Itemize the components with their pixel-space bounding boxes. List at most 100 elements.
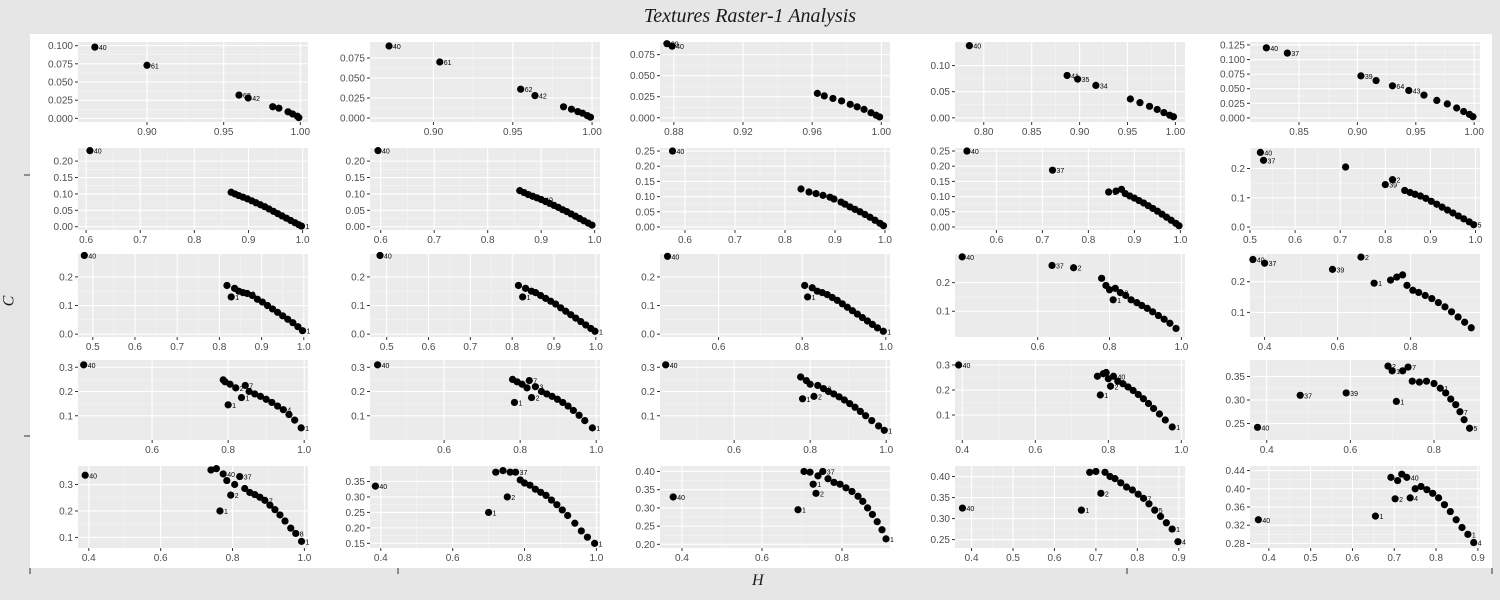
data-point <box>281 517 289 525</box>
point-label: 37 <box>520 470 528 477</box>
y-tick-label: 0.36 <box>1226 503 1246 514</box>
data-point <box>527 393 536 402</box>
data-point <box>586 113 595 121</box>
y-tick-label: 0.10 <box>931 61 951 72</box>
data-point <box>542 491 550 499</box>
y-tick-label: 0.025 <box>48 96 73 107</box>
data-point <box>840 396 848 404</box>
data-point <box>1138 301 1146 310</box>
data-point <box>276 511 284 519</box>
data-point <box>374 361 382 369</box>
y-tick-label: 0.05 <box>636 207 656 218</box>
data-point <box>499 467 507 475</box>
data-point <box>798 395 807 403</box>
point-label: 1 <box>493 510 497 517</box>
data-point <box>1446 507 1454 516</box>
data-point <box>91 43 99 51</box>
y-tick-label: 0.32 <box>1226 521 1246 532</box>
point-label: 5 <box>1159 508 1163 515</box>
data-point <box>1249 255 1257 264</box>
facet-panel-15: 0.4 0.6 0.8 0.1 0.2 40 37 39 2 1 <box>1231 253 1480 353</box>
x-tick-label: 0.8 <box>835 553 849 564</box>
y-tick-label: 0.00 <box>636 222 656 233</box>
data-point <box>851 403 859 411</box>
x-tick-label: 1.0 <box>297 342 311 353</box>
x-tick-label: 0.95 <box>214 127 234 138</box>
data-point <box>876 113 884 121</box>
data-point <box>1160 108 1168 117</box>
x-tick-label: 1.0 <box>879 342 893 353</box>
data-point <box>1403 473 1411 481</box>
y-tick-label: 0.1 <box>59 301 73 312</box>
chart-title: Textures Raster-1 Analysis <box>643 5 857 27</box>
data-point <box>298 327 307 335</box>
y-tick-label: 0.10 <box>346 189 366 200</box>
data-point <box>1415 378 1423 386</box>
data-point <box>564 511 572 520</box>
point-label: 43 <box>1413 88 1421 95</box>
data-point <box>1453 104 1461 112</box>
data-point <box>1074 75 1082 83</box>
y-tick-label: 0.25 <box>636 147 656 158</box>
point-label: 40 <box>382 149 390 156</box>
data-point <box>297 537 306 545</box>
data-point <box>1145 500 1153 508</box>
data-point <box>1460 416 1468 424</box>
x-tick-label: 1.0 <box>1173 235 1187 246</box>
data-point <box>879 327 887 335</box>
data-point <box>1470 221 1478 229</box>
data-point <box>557 304 565 312</box>
point-label: 37 <box>1056 263 1064 270</box>
point-label: 64 <box>1396 84 1404 91</box>
data-point <box>837 97 846 105</box>
y-tick-label: 0.1 <box>936 411 950 422</box>
data-point <box>1464 530 1472 538</box>
y-tick-label: 0.2 <box>936 278 950 289</box>
y-tick-label: 0.1 <box>1231 193 1245 204</box>
point-label: 1 <box>1396 369 1400 376</box>
point-label: 1 <box>890 537 894 544</box>
data-point <box>531 383 539 391</box>
y-tick-label: 0.0 <box>59 330 73 341</box>
data-point <box>1096 391 1104 399</box>
data-point <box>797 373 805 381</box>
data-point <box>814 472 822 480</box>
data-point <box>1399 271 1407 279</box>
data-point <box>1443 100 1451 108</box>
x-tick-label: 0.8 <box>803 445 817 456</box>
data-point <box>1469 113 1477 121</box>
data-point <box>1454 212 1462 220</box>
facet-panel-12: 0.5 0.6 0.7 0.8 0.9 1.0 0.0 0.1 0.2 40 1 1 <box>351 251 603 353</box>
y-tick-label: 0.2 <box>936 386 950 397</box>
x-tick-label: 0.8 <box>513 445 527 456</box>
y-tick-label: 0.30 <box>636 503 656 514</box>
x-tick-label: 0.7 <box>1035 235 1049 246</box>
y-tick-label: 0.25 <box>931 535 951 546</box>
x-tick-label: 0.7 <box>170 342 184 353</box>
data-point <box>1428 294 1436 303</box>
point-label: 40 <box>973 44 981 51</box>
data-point <box>1145 102 1154 110</box>
facet-panel-6: 0.6 0.7 0.8 0.9 1.0 0.00 0.05 0.10 0.15 0.20 40 1 <box>54 147 310 246</box>
point-label: 2 <box>1105 491 1109 498</box>
point-label: 1 <box>807 397 811 404</box>
data-point <box>1461 318 1469 326</box>
x-tick-label: 0.8 <box>1130 553 1144 564</box>
data-point <box>882 535 890 543</box>
y-tick-label: 0.00 <box>931 222 951 233</box>
point-label: 37 <box>827 469 835 476</box>
x-tick-label: 0.7 <box>463 342 477 353</box>
data-point <box>1106 382 1115 390</box>
x-tick-label: 0.85 <box>1022 127 1042 138</box>
point-label: 62 <box>525 87 533 94</box>
data-point <box>1371 512 1380 520</box>
point-label: 39 <box>1350 391 1358 398</box>
data-point <box>838 300 846 308</box>
data-point <box>1069 264 1078 272</box>
point-label: 37 <box>1269 261 1277 268</box>
point-label: 39 <box>1365 74 1373 81</box>
data-point <box>1139 395 1147 403</box>
y-tick-label: 0.40 <box>636 467 656 478</box>
panel-background <box>370 42 600 122</box>
data-point <box>223 476 231 485</box>
